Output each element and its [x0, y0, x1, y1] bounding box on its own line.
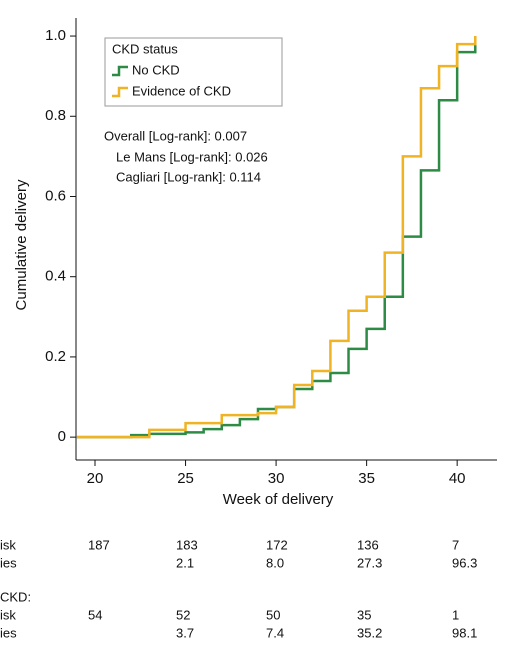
legend-swatch [112, 65, 128, 77]
row-label: ies [0, 625, 17, 640]
annotation: Cagliari [Log-rank]: 0.114 [116, 169, 261, 184]
y-tick-label: 0.2 [45, 348, 66, 365]
table-cell: 1 [452, 607, 459, 622]
table-cell: 52 [176, 607, 190, 622]
table-cell: 98.1 [452, 625, 477, 640]
y-tick-label: 0.8 [45, 107, 66, 124]
x-tick-label: 40 [449, 470, 466, 487]
x-tick-label: 25 [177, 470, 194, 487]
legend-title: CKD status [112, 41, 178, 56]
x-tick-label: 35 [358, 470, 375, 487]
table-cell: 187 [88, 537, 110, 552]
table-cell: 3.7 [176, 625, 194, 640]
y-tick-label: 0.6 [45, 187, 66, 204]
table-cell: 2.1 [176, 555, 194, 570]
row-label: isk [0, 537, 16, 552]
table-cell: 27.3 [357, 555, 382, 570]
y-tick-label: 1.0 [45, 27, 66, 44]
x-axis-label: Week of delivery [223, 491, 334, 508]
table-cell: 35 [357, 607, 371, 622]
row-label: isk [0, 607, 16, 622]
table-cell: 54 [88, 607, 102, 622]
row-label: CKD: [0, 589, 31, 604]
legend-label: Evidence of CKD [132, 83, 231, 98]
table-cell: 96.3 [452, 555, 477, 570]
legend-swatch [112, 86, 128, 98]
step-line [76, 36, 477, 439]
x-tick-label: 30 [268, 470, 285, 487]
y-tick-label: 0 [58, 428, 66, 445]
annotation: Overall [Log-rank]: 0.007 [104, 128, 247, 143]
table-cell: 50 [266, 607, 280, 622]
table-cell: 136 [357, 537, 379, 552]
y-axis-label: Cumulative delivery [13, 179, 30, 310]
annotation: Le Mans [Log-rank]: 0.026 [116, 149, 268, 164]
row-label: ies [0, 555, 17, 570]
table-cell: 183 [176, 537, 198, 552]
table-cell: 8.0 [266, 555, 284, 570]
y-tick-label: 0.4 [45, 268, 66, 285]
legend-box [104, 37, 283, 107]
legend-label: No CKD [132, 62, 180, 77]
table-cell: 172 [266, 537, 288, 552]
table-cell: 35.2 [357, 625, 382, 640]
step-line [76, 36, 477, 439]
table-cell: 7.4 [266, 625, 284, 640]
table-cell: 7 [452, 537, 459, 552]
x-tick-label: 20 [87, 470, 104, 487]
